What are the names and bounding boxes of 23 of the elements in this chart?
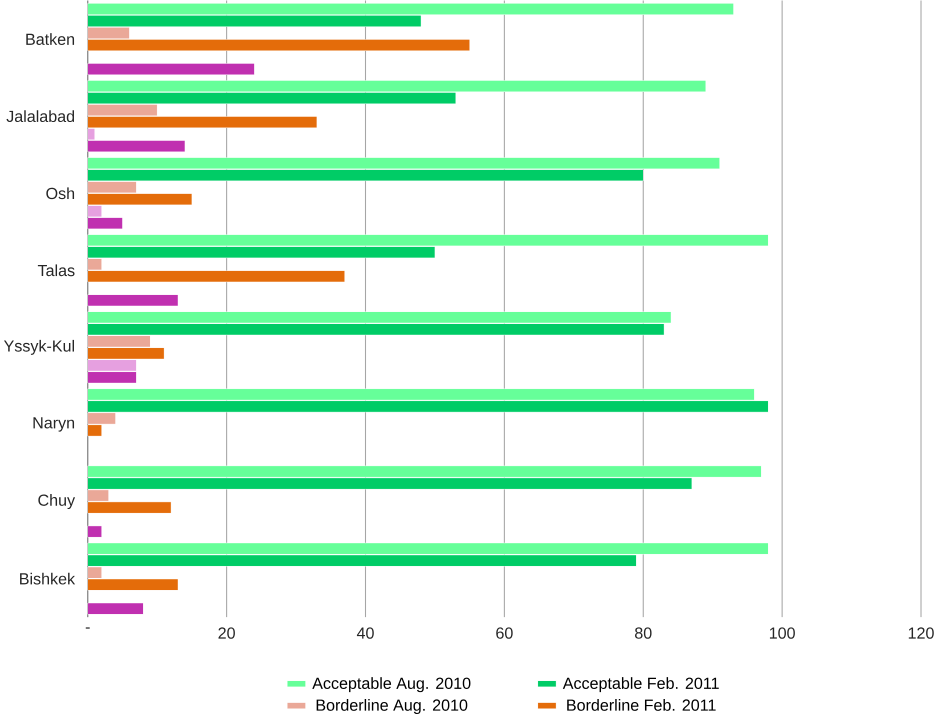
y-tick-label: Chuy bbox=[38, 494, 76, 510]
bar bbox=[88, 526, 102, 538]
y-tick-label: Jalalabad bbox=[6, 110, 74, 122]
legend-label: Borderline Aug. 2010 bbox=[316, 699, 468, 714]
x-tick-label: 80 bbox=[635, 628, 652, 639]
y-tick-label: Naryn bbox=[33, 417, 74, 432]
legend-label: Borderline Feb. 2011 bbox=[567, 699, 716, 712]
x-tick-label: 120 bbox=[908, 628, 934, 639]
y-tick-label: Bishkek bbox=[20, 572, 76, 585]
y-tick-label: Yssyk-Kul bbox=[4, 340, 74, 356]
x-tick-label: 20 bbox=[218, 628, 235, 639]
x-tick-label: 60 bbox=[496, 628, 513, 639]
y-tick-label: Batken bbox=[26, 33, 74, 46]
x-tick-label: 40 bbox=[356, 628, 374, 639]
bar bbox=[88, 63, 255, 76]
bar bbox=[88, 603, 144, 615]
bar bbox=[88, 294, 178, 306]
y-tick-label: Talas bbox=[38, 264, 75, 276]
legend-label: Acceptable Aug. 2010 bbox=[312, 677, 470, 692]
x-tick-label: 100 bbox=[770, 628, 795, 639]
y-tick-label: Osh bbox=[46, 188, 74, 200]
legend-label: Acceptable Feb. 2011 bbox=[562, 677, 719, 692]
x-tick-label: - bbox=[86, 628, 90, 629]
